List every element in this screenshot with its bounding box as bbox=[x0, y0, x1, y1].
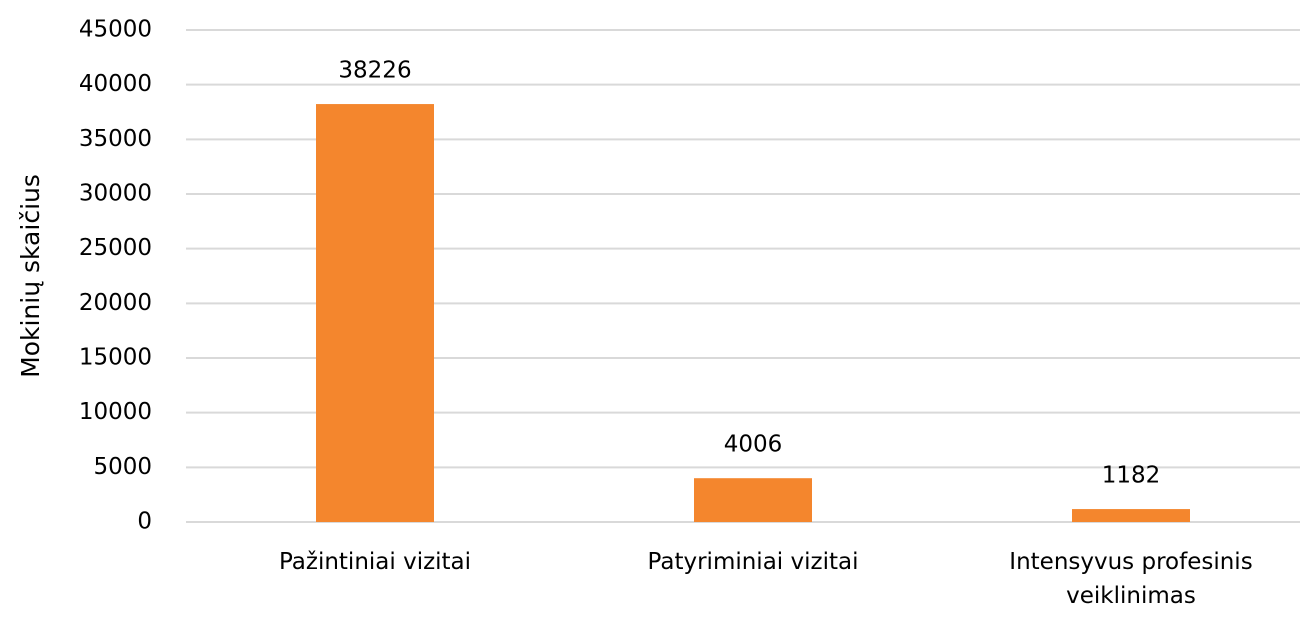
y-tick-label: 20000 bbox=[79, 290, 152, 316]
y-tick-label: 30000 bbox=[79, 181, 152, 207]
data-label: 1182 bbox=[1102, 463, 1161, 489]
y-tick-label: 25000 bbox=[79, 235, 152, 261]
y-axis-label: Mokinių skaičius bbox=[16, 174, 45, 378]
y-tick-label: 10000 bbox=[79, 399, 152, 425]
x-tick-label: Intensyvus profesinis veiklinimas bbox=[1009, 549, 1253, 609]
x-tick-label: Pažintiniai vizitai bbox=[278, 549, 472, 575]
y-tick-label: 40000 bbox=[79, 71, 152, 97]
y-tick-label: 45000 bbox=[79, 17, 152, 43]
data-label: 38226 bbox=[338, 58, 411, 84]
y-tick-label: 0 bbox=[137, 509, 152, 535]
bar bbox=[694, 478, 812, 522]
data-label: 4006 bbox=[724, 432, 783, 458]
y-tick-label: 5000 bbox=[93, 454, 152, 480]
y-tick-label: 15000 bbox=[79, 345, 152, 371]
bar bbox=[316, 104, 434, 522]
y-tick-label: 35000 bbox=[79, 126, 152, 152]
x-tick-label: Patyriminiai vizitai bbox=[647, 549, 859, 575]
bar bbox=[1072, 509, 1190, 522]
